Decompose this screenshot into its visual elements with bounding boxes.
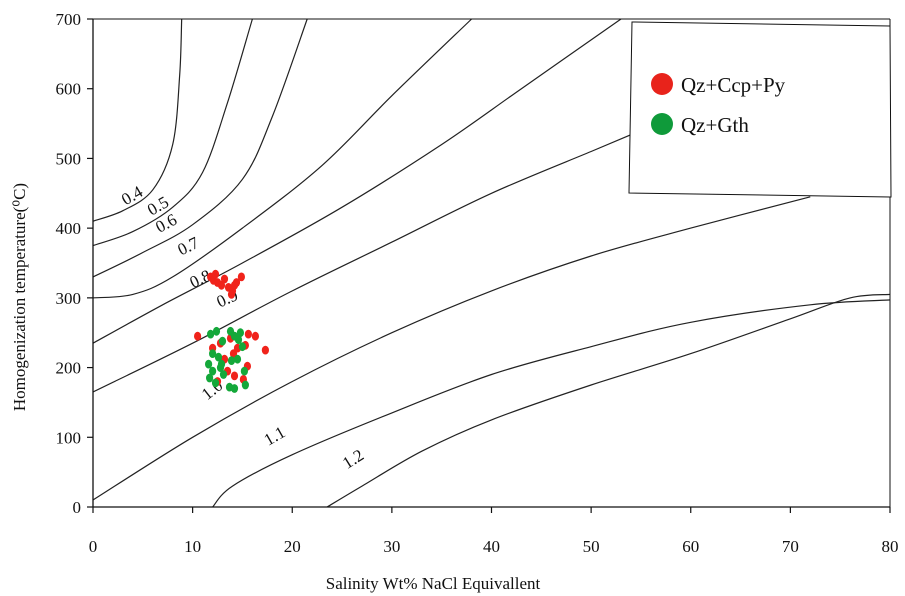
data-point-qz-ccp-py — [230, 371, 239, 381]
isopleth-line-1-1 — [212, 299, 891, 508]
x-tick-label: 0 — [89, 537, 98, 556]
isopleth-line-0-9 — [92, 129, 642, 393]
data-point-qz-gth — [207, 329, 215, 339]
data-point-qz-gth — [205, 359, 213, 369]
isopleth-line-0-7 — [92, 18, 473, 299]
x-tick-label: 50 — [583, 537, 600, 556]
legend-label-qz-ccp-py: Qz+Ccp+Py — [681, 73, 786, 97]
isopleth-line-0-4 — [92, 18, 183, 222]
data-point-qz-gth — [218, 336, 227, 346]
y-tick-label: 500 — [56, 149, 82, 168]
data-point-qz-gth — [236, 328, 244, 338]
x-tick-label: 10 — [184, 537, 201, 556]
isopleth-label-1-2: 1.2 — [339, 445, 367, 472]
y-tick-label: 300 — [56, 289, 82, 308]
data-point-qz-gth — [227, 356, 236, 365]
y-tick-label: 400 — [56, 219, 82, 238]
y-tick-label: 600 — [56, 80, 82, 99]
data-point-qz-gth — [214, 352, 223, 362]
data-point-qz-gth — [225, 382, 234, 392]
data-point-qz-ccp-py — [194, 331, 202, 341]
x-tick-label: 60 — [682, 537, 699, 556]
isopleth-line-0-5 — [92, 18, 253, 247]
y-tick-label: 100 — [56, 428, 82, 447]
isopleth-line-0-6 — [92, 18, 308, 278]
data-point-qz-ccp-py — [220, 274, 229, 284]
isopleth-label-1-1: 1.1 — [261, 422, 289, 449]
y-axis-title: Homogenization temperature(⁰C) — [10, 183, 29, 411]
x-tick-label: 20 — [284, 537, 301, 556]
isopleth-line-0-8 — [92, 18, 622, 344]
x-tick-label: 80 — [882, 537, 899, 556]
data-point-qz-gth — [240, 366, 248, 376]
legend-marker-qz-ccp-py — [651, 73, 673, 95]
isopleth-line-1-0 — [92, 196, 811, 501]
y-tick-label: 200 — [56, 359, 82, 378]
data-point-qz-gth — [209, 366, 217, 376]
legend-marker-qz-gth — [651, 113, 673, 135]
x-tick-label: 40 — [483, 537, 500, 556]
y-tick-label: 700 — [56, 10, 82, 29]
data-point-qz-ccp-py — [227, 290, 236, 299]
data-point-qz-ccp-py — [211, 269, 220, 279]
data-point-qz-ccp-py — [261, 345, 269, 355]
isopleth-label-0-7: 0.7 — [175, 233, 203, 260]
data-point-qz-gth — [233, 354, 242, 364]
data-point-qz-gth — [209, 349, 217, 358]
data-point-qz-gth — [206, 373, 214, 383]
legend-label-qz-gth: Qz+Gth — [681, 113, 749, 137]
legend-box — [628, 21, 892, 198]
legend: Qz+Ccp+Py Qz+Gth — [628, 21, 892, 198]
x-tick-label: 70 — [782, 537, 799, 556]
data-point-qz-ccp-py — [251, 331, 259, 341]
data-point-qz-gth — [211, 378, 220, 388]
data-point-qz-gth — [238, 342, 246, 352]
y-tick-label: 0 — [73, 498, 82, 517]
data-point-qz-gth — [241, 380, 249, 390]
x-tick-label: 30 — [383, 537, 400, 556]
data-point-qz-gth — [216, 363, 225, 372]
isopleth-line-1-2 — [326, 293, 891, 508]
data-point-qz-gth — [234, 335, 243, 345]
data-point-qz-ccp-py — [237, 272, 245, 282]
data-point-qz-ccp-py — [230, 280, 239, 290]
isopleth-label-0-4: 0.4 — [118, 182, 146, 209]
tick-layer: 0 10 20 30 40 50 60 70 80 0 100 200 300 400 500 600 700 — [56, 10, 899, 556]
data-point-layer — [194, 269, 269, 393]
data-point-qz-ccp-py — [244, 329, 252, 339]
data-point-qz-gth — [219, 370, 228, 379]
data-point-qz-gth — [212, 326, 221, 336]
x-axis-title: Salinity Wt% NaCl Equivallent — [326, 574, 541, 593]
